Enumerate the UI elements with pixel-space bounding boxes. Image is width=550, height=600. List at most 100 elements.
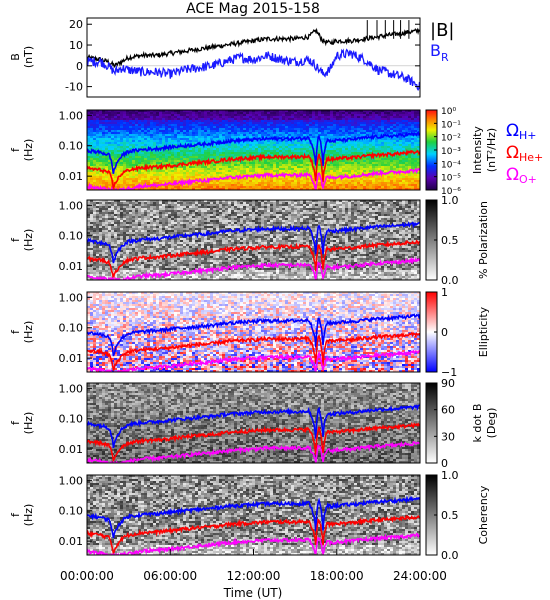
ytick-label: 0.01 <box>59 535 84 548</box>
freq-axis-unit: (Hz) <box>22 139 35 162</box>
freq-axis-label: f <box>9 420 22 425</box>
ytick-label: 20 <box>69 18 83 31</box>
spectrogram-panel-5: 1.00 0.10 0.01 f (Hz) 1.0 0.5 0.0 Coherency <box>9 469 490 562</box>
ytick-label: 1.00 <box>59 474 84 487</box>
ytick-label: 0.01 <box>59 352 84 365</box>
ytick-label: 1.00 <box>59 109 84 122</box>
freq-axis-unit: (Hz) <box>22 412 35 435</box>
colorbar-label: Coherency <box>477 485 490 544</box>
colorbar-label: Intensity <box>471 126 484 174</box>
colorbar-tick-label: 10⁻⁵ <box>441 174 461 184</box>
gyro-line-omega-h <box>87 313 420 357</box>
ytick-label: 10 <box>69 39 83 52</box>
xtick-label: 18:00:00 <box>310 569 364 583</box>
ytick-label: 0.10 <box>59 413 84 426</box>
gyro-line-omega-o <box>87 167 420 190</box>
colorbar-unit: (nT²/Hz) <box>485 128 498 172</box>
colorbar-tick-label: 10⁻⁴ <box>441 160 461 170</box>
colorbar-label: % Polarization <box>477 201 490 279</box>
ytick-label: 0.10 <box>59 140 84 153</box>
colorbar-tick-label: 10⁰ <box>441 107 456 117</box>
spectrogram-panel-2: 1.00 0.10 0.01 f (Hz) 1.0 0.5 0.0 % Polarization <box>9 194 490 287</box>
time-axis-ticks: 00:00:00 06:00:00 12:00:00 18:00:00 24:00:00 <box>60 549 447 583</box>
colorbar-tick-label: 0 <box>441 326 448 339</box>
series-b-r-line <box>87 48 420 92</box>
top-panel-ylabel-top: B <box>9 53 22 61</box>
colorbar-tick-label: 0.5 <box>441 234 459 247</box>
panel-frame <box>86 199 421 281</box>
colorbar-label: Ellipticity <box>477 306 490 357</box>
gyro-line-omega-o <box>87 440 420 463</box>
ytick-label: 0.01 <box>59 170 84 183</box>
gyro-line-omega-h <box>87 495 420 539</box>
colorbar-unit: (Deg) <box>485 408 498 439</box>
freq-axis-label: f <box>9 329 22 334</box>
colorbar-label: k dot B <box>471 404 484 443</box>
ytick-label: -10 <box>65 81 83 94</box>
ytick-label: 1.00 <box>59 291 84 304</box>
gyro-line-omega-h <box>87 404 420 449</box>
legend-omega-h: ΩH+ <box>506 121 537 142</box>
legend-omega-he: ΩHe+ <box>506 143 543 164</box>
colorbar-tick-label: 90 <box>441 377 455 390</box>
freq-axis-unit: (Hz) <box>22 321 35 344</box>
series-b-total-line <box>87 27 420 69</box>
colorbar-tick-label: 0.5 <box>441 509 459 522</box>
legend-b-total: |B| <box>430 20 454 41</box>
colorbar <box>425 382 438 464</box>
colorbar-tick-label: 10⁻¹ <box>441 120 461 130</box>
colorbar-tick-label: 60 <box>441 404 455 417</box>
gyro-line-omega-h <box>87 221 420 264</box>
colorbar-tick-label: 0.0 <box>441 549 459 562</box>
ytick-label: 0.10 <box>59 230 84 243</box>
gyro-line-omega-o <box>87 532 420 555</box>
ytick-label: 0.10 <box>59 505 84 518</box>
time-axis-label: Time (UT) <box>223 586 283 600</box>
legend-omega-o: ΩO+ <box>506 165 537 186</box>
xtick-label: 12:00:00 <box>227 569 281 583</box>
colorbar-tick-label: 10⁻⁶ <box>441 187 461 197</box>
ytick-label: 1.00 <box>59 382 84 395</box>
gyro-line-omega-o <box>87 349 420 372</box>
freq-axis-label: f <box>9 237 22 242</box>
freq-axis-unit: (Hz) <box>22 504 35 527</box>
spectrogram-panels: 1.000.100.01f (Hz)10⁰10⁻¹10⁻²10⁻³10⁻⁴10⁻⁵… <box>9 107 498 562</box>
gyro-line-omega-he <box>87 514 420 555</box>
xtick-label: 24:00:00 <box>393 569 447 583</box>
gyro-line-omega-he <box>87 421 420 463</box>
spectrogram-image <box>87 292 420 372</box>
top-panel-ylabel-bottom: (nT) <box>22 46 35 68</box>
gyro-legend: ΩH+ ΩHe+ ΩO+ <box>506 121 543 186</box>
ytick-label: 0.01 <box>59 443 84 456</box>
xtick-label: 06:00:00 <box>143 569 197 583</box>
colorbar-tick-label: 1.0 <box>441 469 459 482</box>
ytick-label: 0.01 <box>59 260 84 273</box>
gyro-line-omega-h <box>87 130 420 174</box>
spectrogram-image <box>87 200 420 280</box>
figure-title: ACE Mag 2015-158 <box>186 1 320 17</box>
panel-magnetic-field: 20 10 0 -10 B (nT) |B| BR <box>9 17 454 98</box>
gyro-line-omega-he <box>87 148 420 189</box>
legend-b-r: BR <box>430 41 449 64</box>
freq-axis-unit: (Hz) <box>22 229 35 252</box>
colorbar-tick-label: 1 <box>441 286 448 299</box>
colorbar-tick-label: 0.0 <box>441 274 459 287</box>
spectrogram-panel-4: 1.00 0.10 0.01 f (Hz) 90 60 30 0 k dot B (Deg) <box>9 377 498 470</box>
colorbar-tick-label: 0 <box>441 457 448 470</box>
ytick-label: 1.00 <box>59 199 84 212</box>
colorbar-tick-label: −1 <box>441 366 457 379</box>
panel-frame <box>86 109 421 191</box>
gyro-line-omega-o <box>87 256 420 280</box>
gyro-line-omega-he <box>87 239 420 280</box>
spectrogram-image <box>87 110 420 190</box>
top-panel-yticks: 20 10 0 -10 <box>65 18 420 94</box>
spectrogram-image <box>87 475 420 555</box>
top-panel-frame <box>86 17 421 98</box>
gyro-line-omega-he <box>87 331 420 371</box>
spectrogram-panel-1: 1.00 0.10 0.01 f (Hz) 10⁰ 10⁻¹ 10⁻² 10⁻³ 10⁻⁴ 10⁻⁵… <box>9 107 498 197</box>
panel-frame <box>86 382 421 464</box>
spectrogram-image <box>87 383 420 463</box>
freq-axis-label: f <box>9 512 22 517</box>
xtick-label: 00:00:00 <box>60 569 114 583</box>
colorbar-tick-label: 1.0 <box>441 194 459 207</box>
